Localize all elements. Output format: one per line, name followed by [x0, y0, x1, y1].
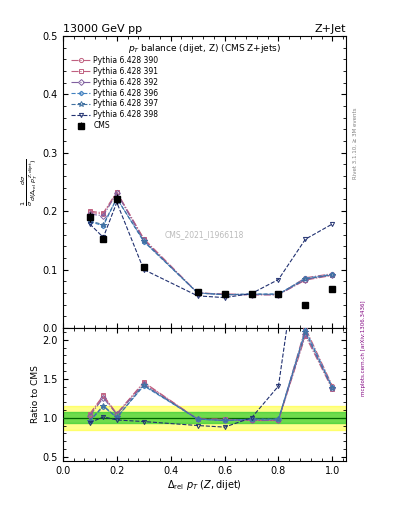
Bar [63, 412, 346, 423]
Y-axis label: Ratio to CMS: Ratio to CMS [31, 366, 40, 423]
Y-axis label: $\frac{1}{\sigma}\frac{d\sigma}{d(\Delta_{\mathrm{rel}}\ p_T^{Z,\mathrm{dijet}}): $\frac{1}{\sigma}\frac{d\sigma}{d(\Delta… [20, 158, 40, 206]
Pythia 6.428 398 [276, 276, 281, 283]
Pythia 6.428 396 [141, 239, 146, 245]
Text: CMS_2021_I1966118: CMS_2021_I1966118 [165, 230, 244, 239]
Pythia 6.428 398 [141, 266, 146, 272]
Pythia 6.428 392 [249, 292, 254, 298]
Pythia 6.428 397 [195, 290, 200, 296]
Pythia 6.428 398 [303, 236, 308, 242]
Line: Pythia 6.428 398: Pythia 6.428 398 [88, 200, 334, 300]
Pythia 6.428 398 [88, 221, 92, 227]
Pythia 6.428 391 [101, 210, 106, 216]
Pythia 6.428 391 [276, 292, 281, 298]
Pythia 6.428 390 [88, 209, 92, 216]
Pythia 6.428 390 [101, 211, 106, 217]
Pythia 6.428 397 [114, 195, 119, 201]
Pythia 6.428 396 [88, 219, 92, 225]
Pythia 6.428 398 [101, 234, 106, 241]
Pythia 6.428 392 [303, 276, 308, 283]
Text: $p_T$ balance (dijet, Z) (CMS Z+jets): $p_T$ balance (dijet, Z) (CMS Z+jets) [128, 41, 281, 55]
Pythia 6.428 397 [101, 222, 106, 228]
Pythia 6.428 396 [114, 195, 119, 201]
Pythia 6.428 392 [195, 290, 200, 296]
Pythia 6.428 391 [249, 292, 254, 298]
Pythia 6.428 390 [114, 189, 119, 196]
Bar [63, 406, 346, 430]
Pythia 6.428 396 [222, 292, 227, 298]
Line: Pythia 6.428 390: Pythia 6.428 390 [88, 190, 334, 297]
Pythia 6.428 390 [249, 292, 254, 298]
Pythia 6.428 391 [303, 277, 308, 283]
Line: Pythia 6.428 391: Pythia 6.428 391 [88, 190, 334, 297]
Pythia 6.428 397 [303, 276, 308, 282]
Pythia 6.428 391 [114, 189, 119, 195]
Pythia 6.428 397 [330, 272, 335, 278]
Pythia 6.428 397 [276, 291, 281, 297]
Pythia 6.428 396 [249, 291, 254, 297]
Text: Rivet 3.1.10, ≥ 3M events: Rivet 3.1.10, ≥ 3M events [353, 108, 358, 179]
Pythia 6.428 396 [276, 291, 281, 297]
Pythia 6.428 396 [195, 290, 200, 296]
Pythia 6.428 391 [330, 272, 335, 279]
Pythia 6.428 392 [88, 211, 92, 217]
Pythia 6.428 391 [222, 291, 227, 297]
Pythia 6.428 396 [303, 275, 308, 282]
Pythia 6.428 398 [114, 199, 119, 205]
Pythia 6.428 392 [101, 213, 106, 219]
Pythia 6.428 391 [195, 290, 200, 296]
Pythia 6.428 397 [222, 292, 227, 298]
Pythia 6.428 392 [330, 272, 335, 278]
Text: 13000 GeV pp: 13000 GeV pp [63, 24, 142, 34]
Line: Pythia 6.428 397: Pythia 6.428 397 [87, 196, 335, 297]
Pythia 6.428 390 [303, 274, 308, 281]
Pythia 6.428 398 [330, 221, 335, 227]
Text: mcplots.cern.ch [arXiv:1306.3436]: mcplots.cern.ch [arXiv:1306.3436] [361, 301, 366, 396]
Pythia 6.428 391 [88, 208, 92, 214]
Pythia 6.428 391 [141, 236, 146, 242]
Pythia 6.428 390 [222, 291, 227, 297]
Line: Pythia 6.428 392: Pythia 6.428 392 [88, 191, 334, 297]
Pythia 6.428 392 [276, 292, 281, 298]
Pythia 6.428 398 [249, 290, 254, 296]
Pythia 6.428 398 [195, 293, 200, 299]
Pythia 6.428 396 [101, 223, 106, 229]
Pythia 6.428 396 [330, 271, 335, 278]
Pythia 6.428 392 [222, 292, 227, 298]
Line: Pythia 6.428 396: Pythia 6.428 396 [88, 196, 334, 297]
Pythia 6.428 390 [276, 292, 281, 298]
X-axis label: $\Delta_{\mathrm{rel}}\ p_T\ (Z,\mathrm{dijet})$: $\Delta_{\mathrm{rel}}\ p_T\ (Z,\mathrm{… [167, 478, 242, 493]
Pythia 6.428 397 [88, 218, 92, 224]
Legend: Pythia 6.428 390, Pythia 6.428 391, Pythia 6.428 392, Pythia 6.428 396, Pythia 6: Pythia 6.428 390, Pythia 6.428 391, Pyth… [70, 54, 160, 132]
Pythia 6.428 397 [141, 238, 146, 244]
Text: Z+Jet: Z+Jet [314, 24, 346, 34]
Pythia 6.428 392 [114, 190, 119, 196]
Pythia 6.428 390 [330, 270, 335, 276]
Pythia 6.428 397 [249, 291, 254, 297]
Pythia 6.428 398 [222, 294, 227, 301]
Pythia 6.428 392 [141, 237, 146, 243]
Pythia 6.428 390 [195, 290, 200, 296]
Pythia 6.428 390 [141, 236, 146, 242]
